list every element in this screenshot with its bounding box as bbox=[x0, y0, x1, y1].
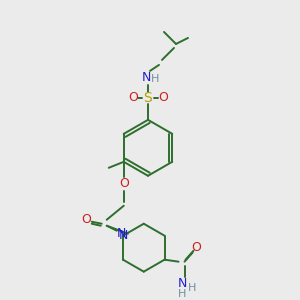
Text: O: O bbox=[192, 241, 202, 254]
Text: O: O bbox=[128, 92, 138, 104]
Text: O: O bbox=[158, 92, 168, 104]
Text: N: N bbox=[118, 229, 128, 242]
Text: H: H bbox=[151, 74, 159, 84]
Text: O: O bbox=[81, 213, 91, 226]
Text: N: N bbox=[178, 277, 187, 290]
Text: N: N bbox=[141, 71, 151, 84]
Text: H: H bbox=[188, 283, 197, 292]
Text: N: N bbox=[117, 227, 126, 240]
Text: O: O bbox=[119, 177, 129, 190]
Text: S: S bbox=[144, 91, 152, 105]
Text: H: H bbox=[178, 289, 187, 298]
